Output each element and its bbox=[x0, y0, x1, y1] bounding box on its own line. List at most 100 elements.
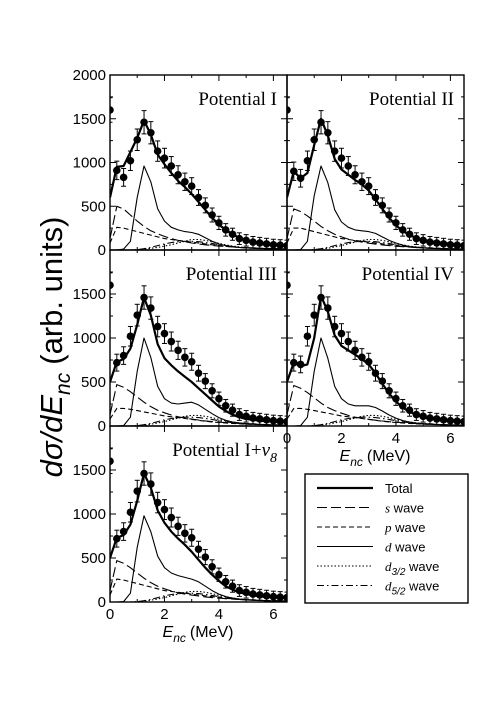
data-point bbox=[330, 315, 339, 338]
y-tick-label: 2000 bbox=[73, 67, 106, 84]
data-point bbox=[283, 415, 287, 426]
data-point bbox=[221, 574, 230, 589]
x-axis-label: Enc (MeV) bbox=[340, 448, 411, 469]
data-point bbox=[303, 150, 312, 171]
data-point bbox=[235, 408, 244, 421]
data-point bbox=[249, 235, 257, 249]
data-point bbox=[187, 352, 196, 371]
y-tick-label: 0 bbox=[98, 594, 106, 611]
legend-item: s wave bbox=[317, 501, 424, 516]
y-axis-label: dσ/dEnc(arb. units) bbox=[34, 217, 75, 478]
data-point bbox=[276, 591, 284, 602]
data-point bbox=[153, 140, 162, 162]
y-tick-label: 1500 bbox=[73, 462, 106, 479]
data-point bbox=[378, 197, 387, 214]
data-point bbox=[181, 172, 189, 191]
data-point bbox=[330, 140, 339, 162]
data-point bbox=[153, 491, 162, 514]
plot-area bbox=[287, 272, 464, 426]
plot-area bbox=[110, 448, 287, 602]
data-point bbox=[215, 215, 223, 230]
legend-label: d wave bbox=[385, 540, 425, 555]
data-point bbox=[398, 223, 407, 237]
y-tick-label: 0 bbox=[98, 418, 106, 435]
data-point bbox=[119, 167, 128, 187]
legend-label: Total bbox=[385, 481, 413, 496]
data-point bbox=[344, 156, 353, 176]
panel-title: Potential I+v8 bbox=[172, 440, 277, 466]
data-point bbox=[215, 391, 223, 406]
panel-title: Potential III bbox=[186, 264, 277, 285]
series-d-wave bbox=[287, 337, 464, 426]
data-point bbox=[126, 325, 135, 347]
data-point bbox=[446, 414, 455, 426]
data-point bbox=[126, 150, 135, 171]
y-tick-label: 500 bbox=[81, 550, 106, 567]
data-point bbox=[242, 410, 250, 423]
data-point bbox=[228, 579, 237, 593]
data-point bbox=[269, 590, 278, 602]
data-point bbox=[303, 325, 312, 347]
legend-item: d3/2 wave bbox=[317, 559, 439, 578]
data-point bbox=[351, 165, 359, 185]
data-point bbox=[187, 177, 196, 196]
data-point bbox=[126, 501, 135, 523]
data-point bbox=[140, 461, 148, 486]
data-point bbox=[317, 285, 325, 310]
data-point bbox=[364, 352, 373, 371]
y-tick-label: 500 bbox=[81, 374, 106, 391]
data-point bbox=[385, 383, 393, 399]
data-point bbox=[378, 373, 387, 390]
data-point bbox=[215, 567, 223, 582]
y-tick-label: 1000 bbox=[73, 330, 106, 347]
y-axis-label-text: dσ/dEnc(arb. units) bbox=[34, 217, 75, 478]
data-point bbox=[167, 331, 176, 352]
data-point bbox=[153, 315, 162, 338]
data-point bbox=[221, 398, 230, 413]
data-point bbox=[110, 448, 114, 475]
data-point bbox=[432, 412, 441, 426]
y-tick-label: 1000 bbox=[73, 155, 106, 172]
data-point bbox=[324, 296, 332, 320]
data-point bbox=[235, 232, 244, 245]
data-point bbox=[242, 586, 250, 599]
data-point bbox=[113, 529, 121, 548]
data-point bbox=[167, 156, 176, 176]
data-point bbox=[337, 323, 346, 344]
data-point bbox=[405, 227, 414, 241]
data-point bbox=[310, 128, 319, 152]
data-point bbox=[446, 238, 455, 250]
legend-item: p wave bbox=[317, 520, 425, 535]
data-point bbox=[194, 364, 203, 382]
legend-label: p wave bbox=[384, 520, 425, 535]
data-point bbox=[249, 587, 257, 601]
data-point bbox=[296, 355, 305, 374]
data-point bbox=[364, 177, 373, 196]
data-point bbox=[262, 589, 271, 602]
data-point bbox=[235, 584, 244, 597]
y-tick-label: 1500 bbox=[73, 111, 106, 128]
data-point bbox=[174, 340, 182, 360]
data-point bbox=[276, 415, 284, 426]
data-point bbox=[221, 223, 230, 237]
legend-item: d5/2 wave bbox=[317, 579, 439, 598]
data-point bbox=[147, 296, 155, 320]
data-point bbox=[133, 128, 142, 152]
data-point bbox=[147, 121, 155, 145]
x-tick-label: 2 bbox=[337, 430, 345, 447]
data-point bbox=[405, 403, 414, 417]
data-point bbox=[167, 507, 176, 528]
data-point bbox=[140, 285, 148, 310]
data-point bbox=[432, 236, 441, 250]
data-point bbox=[255, 236, 264, 250]
data-point bbox=[392, 391, 400, 406]
data-point bbox=[133, 303, 142, 327]
x-axis-label: Enc (MeV) bbox=[163, 624, 234, 645]
series-p-wave bbox=[287, 227, 464, 250]
data-point bbox=[392, 215, 400, 230]
data-point bbox=[160, 499, 169, 520]
data-point bbox=[412, 232, 421, 245]
legend-item: d wave bbox=[317, 540, 425, 555]
data-point bbox=[160, 323, 169, 344]
